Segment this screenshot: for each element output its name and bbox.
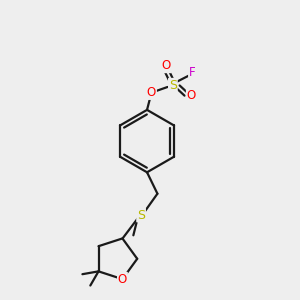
Text: F: F [189,66,196,79]
Text: O: O [118,273,127,286]
Text: S: S [169,79,177,92]
Text: S: S [137,208,145,222]
Text: O: O [147,86,156,99]
Text: O: O [187,89,196,102]
Text: O: O [162,59,171,72]
